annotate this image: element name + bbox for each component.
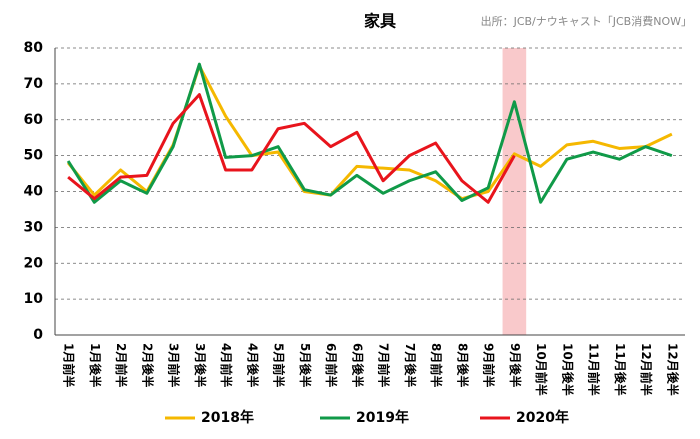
x-tick-label: 1月前半	[62, 343, 77, 387]
series-line	[66, 62, 673, 204]
series-line	[66, 64, 673, 201]
x-tick-label: 7月後半	[403, 343, 418, 387]
y-tick-label: 20	[24, 255, 44, 271]
x-tick-label: 12月後半	[665, 343, 680, 396]
x-tick-label: 8月後半	[455, 343, 470, 387]
x-tick-label: 6月後半	[350, 343, 365, 387]
x-tick-label: 1月後半	[88, 343, 103, 387]
x-tick-label: 6月前半	[324, 343, 339, 387]
x-tick-label: 2月後半	[140, 343, 155, 387]
x-tick-label: 10月前半	[534, 343, 549, 396]
legend-label: 2019年	[356, 409, 409, 426]
chart-title: 家具	[364, 12, 396, 31]
x-tick-label: 4月後半	[245, 343, 260, 387]
y-tick-label: 0	[33, 327, 43, 343]
x-tick-label: 12月前半	[639, 343, 654, 396]
x-tick-label: 2月前半	[114, 343, 129, 387]
legend-label: 2018年	[201, 409, 254, 426]
y-tick-label: 70	[24, 76, 44, 92]
legend-label: 2020年	[516, 409, 569, 426]
y-tick-label: 30	[24, 219, 44, 235]
x-tick-label: 11月前半	[587, 343, 602, 396]
x-tick-label: 7月前半	[377, 343, 392, 387]
x-tick-label: 10月後半	[560, 343, 575, 396]
source-note: 出所：JCB/ナウキャスト「JCB消費NOW」	[481, 14, 692, 28]
x-tick-label: 5月前半	[272, 343, 287, 387]
x-tick-label: 3月後半	[193, 343, 208, 387]
y-tick-label: 50	[24, 148, 44, 164]
x-tick-label: 8月前半	[429, 343, 444, 387]
x-tick-label: 9月前半	[482, 343, 497, 387]
y-tick-label: 80	[24, 40, 44, 56]
y-tick-label: 10	[24, 291, 44, 307]
series-line	[67, 93, 516, 204]
x-tick-label: 4月前半	[219, 343, 234, 387]
y-tick-label: 60	[24, 112, 44, 128]
x-tick-label: 5月後半	[298, 343, 313, 387]
x-tick-label: 9月後半	[508, 343, 523, 387]
x-tick-label: 3月前半	[167, 343, 182, 387]
y-tick-label: 40	[24, 184, 44, 200]
x-tick-label: 11月後半	[613, 343, 628, 396]
